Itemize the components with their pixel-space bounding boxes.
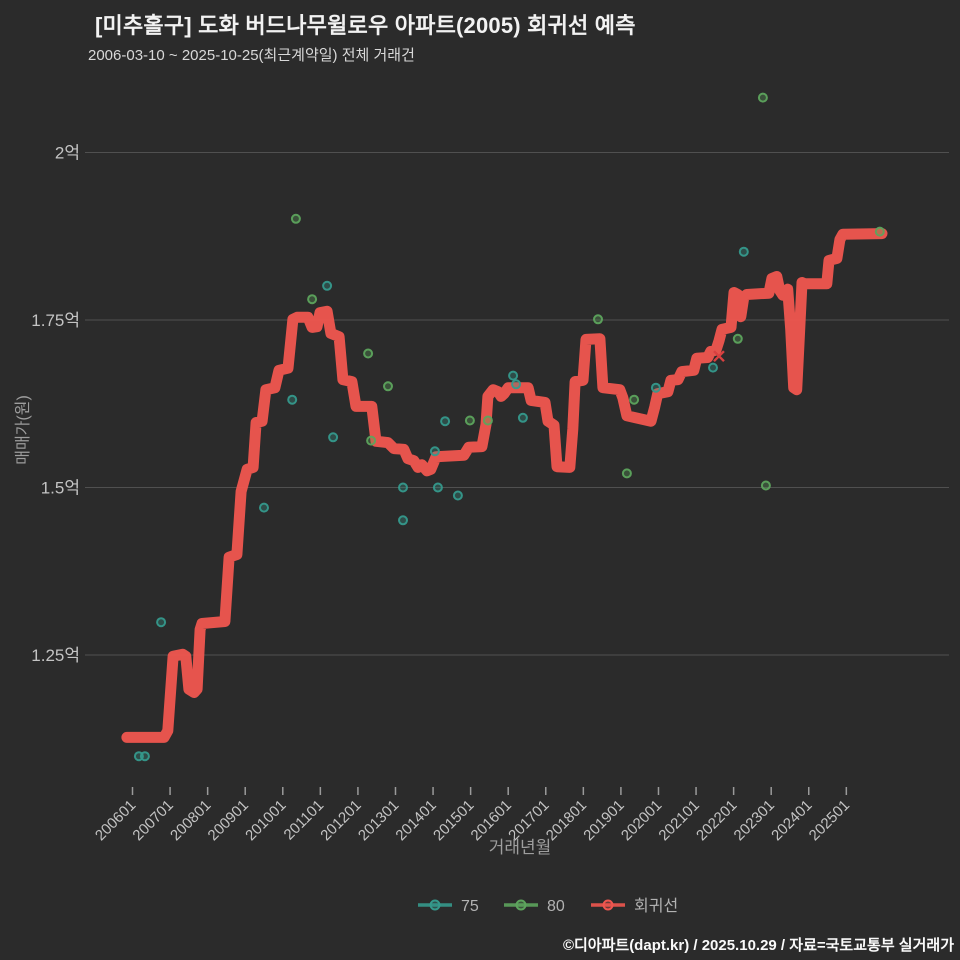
x-tick-label: 201201: [317, 797, 364, 844]
scatter-point-75: [708, 362, 718, 373]
scatter-series-80: [290, 92, 885, 491]
x-tick-label: 202001: [618, 797, 665, 844]
chart-title: [미추홀구] 도화 버드나무윌로우 아파트(2005) 회귀선 예측: [95, 13, 636, 38]
scatter-point-75: [517, 412, 528, 423]
y-tick-label: 2억: [55, 144, 80, 163]
scatter-point-80: [874, 226, 885, 237]
x-axis-title: 거래년월: [489, 838, 552, 857]
scatter-series-75: [133, 246, 749, 762]
scatter-point-75: [156, 617, 167, 628]
x-tick-label: 200801: [167, 797, 214, 844]
x-tick-label: 202501: [806, 797, 853, 844]
scatter-point-75: [738, 246, 749, 257]
latest-contract-x-marker: [713, 350, 725, 363]
scatter-point-75: [398, 515, 408, 526]
scatter-point-75: [139, 751, 150, 762]
x-tick-label: 200601: [92, 797, 139, 844]
chart-subtitle: 2006-03-10 ~ 2025-10-25(최근계약일) 전체 거래건: [88, 47, 415, 64]
y-tick-label: 1.5억: [41, 479, 80, 498]
x-tick-label: 201401: [392, 797, 439, 844]
scatter-point-80: [757, 92, 768, 103]
scatter-point-75: [429, 446, 440, 457]
scatter-point-80: [307, 294, 318, 305]
scatter-point-80: [290, 213, 301, 224]
credit-text: ©디아파트(dapt.kr) / 2025.10.29 / 자료=국토교통부 실…: [562, 937, 954, 954]
scatter-point-80: [621, 468, 632, 479]
x-tick-label: 201901: [580, 797, 627, 844]
scatter-point-80: [366, 435, 377, 446]
scatter-point-75: [440, 416, 451, 427]
scatter-point-75: [650, 382, 661, 393]
scatter-point-80: [593, 314, 603, 325]
scatter-point-80: [732, 333, 743, 344]
legend-item-75: 75: [418, 898, 479, 915]
x-tick-label: 201301: [355, 797, 402, 844]
scatter-point-75: [287, 394, 298, 405]
x-tick-label: 202201: [693, 797, 740, 844]
x-tick-label: 200901: [205, 797, 252, 844]
y-axis-title: 매매가(원): [14, 395, 32, 465]
scatter-point-75: [398, 482, 408, 493]
x-tick-label: 202401: [768, 797, 815, 844]
x-tick-label: 202301: [731, 797, 778, 844]
scatter-point-80: [363, 348, 374, 359]
y-tick-label: 1.25억: [31, 646, 80, 665]
scatter-point-75: [259, 502, 269, 513]
scatter-point-75: [328, 432, 339, 443]
x-tick-label: 200701: [129, 797, 176, 844]
y-tick-label: 1.75억: [31, 311, 80, 330]
scatter-point-75: [508, 370, 519, 381]
x-tick-label: 201001: [242, 797, 289, 844]
scatter-point-80: [760, 480, 771, 491]
scatter-point-80: [482, 415, 493, 426]
legend-label: 75: [461, 898, 479, 915]
scatter-point-80: [629, 394, 640, 405]
scatter-point-80: [383, 381, 393, 392]
regression-line: [121, 228, 888, 743]
legend-label: 회귀선: [634, 897, 678, 915]
scatter-point-75: [322, 280, 333, 291]
scatter-point-80: [464, 415, 475, 426]
scatter-point-75: [432, 482, 443, 493]
legend-label: 80: [547, 898, 565, 915]
legend-item-80: 80: [504, 898, 565, 915]
x-tick-label: 202101: [655, 797, 702, 844]
legend-item-회귀선: 회귀선: [591, 897, 678, 915]
scatter-point-75: [511, 379, 522, 390]
scatter-point-75: [452, 490, 463, 501]
x-tick-label: 201501: [430, 797, 477, 844]
